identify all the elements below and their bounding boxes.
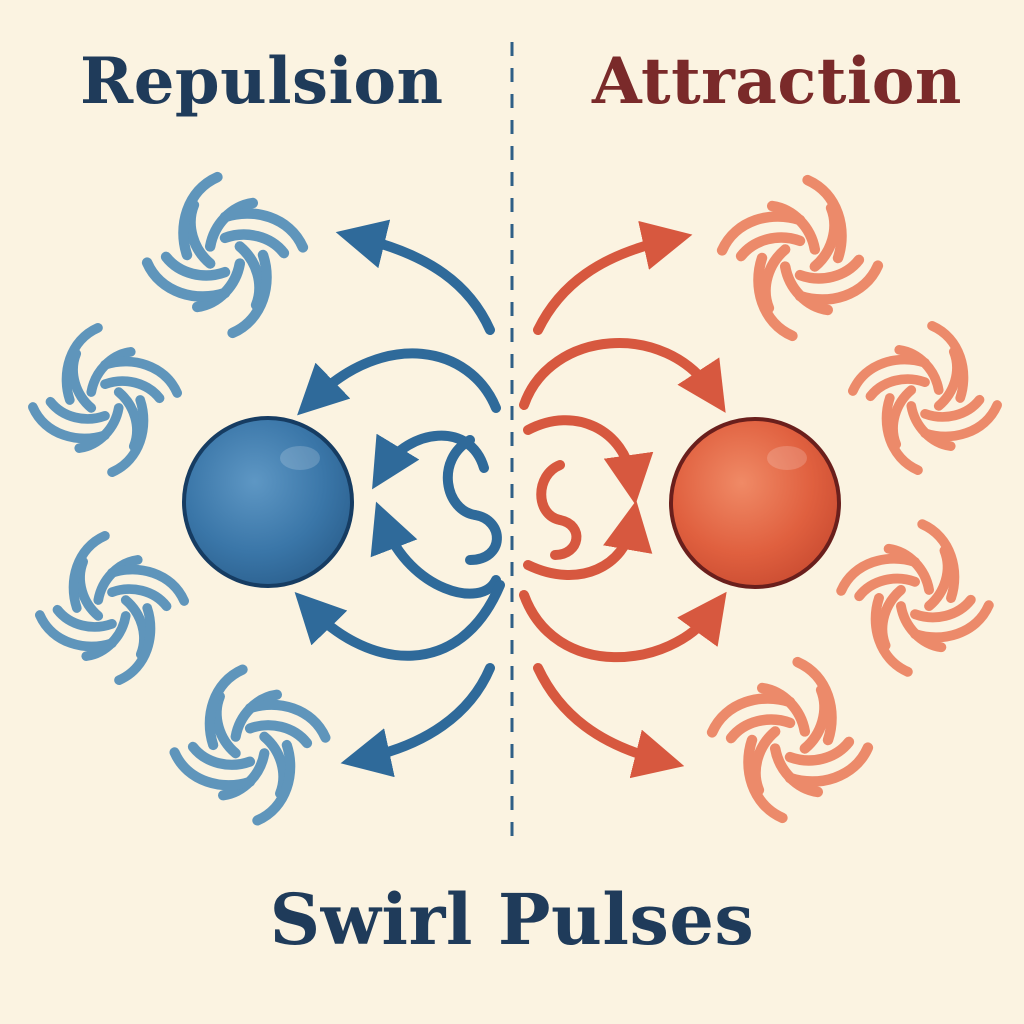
swirl-icon [841, 524, 989, 672]
swirl-icon [33, 328, 177, 472]
arrow-icon [370, 501, 501, 599]
swirl-icon [722, 180, 878, 336]
swirl-icon [550, 515, 582, 560]
swirl-icon [536, 460, 565, 525]
sphere-icon [182, 416, 354, 588]
arrow-icon [533, 663, 685, 779]
arrow-icon [533, 220, 693, 335]
arrow-icon [523, 500, 653, 580]
swirl-icon [712, 662, 868, 818]
arrow-icon [519, 338, 726, 413]
swirl-icon [853, 326, 997, 470]
swirl-icon [442, 435, 480, 520]
arrow-icon [340, 663, 495, 778]
arrow-icon [297, 348, 501, 416]
swirl-icon [465, 510, 502, 565]
sphere-icon [669, 417, 841, 589]
arrow-icon [519, 590, 727, 663]
arrow-icon [294, 580, 505, 661]
arrow-icon [372, 430, 489, 490]
attraction-heading: Attraction [592, 44, 962, 119]
swirl-icon [175, 670, 326, 821]
diagram-title: Swirl Pulses [269, 878, 755, 961]
swirl-icon [147, 177, 303, 333]
arrow-icon [523, 415, 654, 505]
repulsion-heading: Repulsion [80, 44, 444, 119]
arrow-icon [335, 219, 495, 335]
swirl-icon [40, 536, 184, 680]
